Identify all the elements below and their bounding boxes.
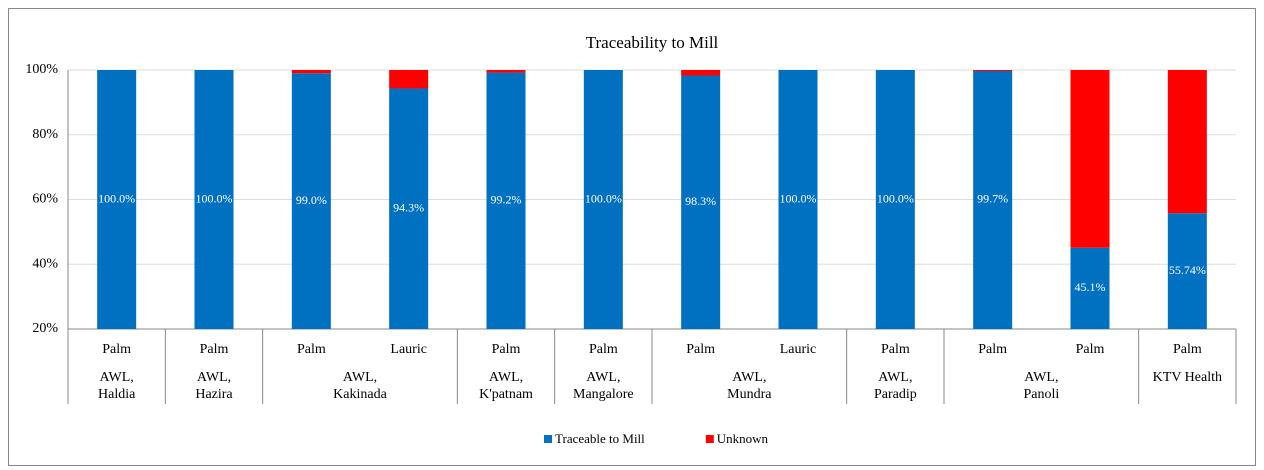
y-tick-label: 40%: [32, 256, 58, 271]
bar-segment: [973, 70, 1013, 71]
data-label: 45.1%: [1075, 280, 1106, 294]
group-label: Hazira: [195, 387, 233, 402]
group-label: Paradip: [874, 387, 917, 402]
bar-segment: [973, 70, 1013, 329]
bar-segment: [291, 70, 331, 74]
data-label: 100.0%: [585, 191, 622, 205]
group-label: Mangalore: [573, 387, 634, 402]
group-label: KTV Health: [1153, 370, 1222, 385]
bar-segment: [486, 70, 526, 73]
x-tick-label: Palm: [978, 342, 1007, 357]
bar-segment: [291, 73, 331, 329]
x-tick-label: Palm: [1076, 342, 1105, 357]
data-label: 100.0%: [196, 191, 233, 205]
x-tick-label: Palm: [297, 342, 326, 357]
bar-segment: [97, 70, 137, 329]
legend-label: Traceable to Mill: [555, 431, 645, 446]
legend-label: Unknown: [717, 431, 769, 446]
bar-segment: [681, 70, 721, 76]
bar-segment: [389, 70, 429, 89]
data-label: 55.74%: [1169, 263, 1206, 277]
y-tick-label: 100%: [25, 62, 58, 77]
bar-segment: [681, 75, 721, 329]
group-label: Mundra: [727, 387, 772, 402]
x-tick-label: Palm: [102, 342, 131, 357]
bar-segment: [875, 70, 915, 329]
bar-segment: [778, 70, 818, 329]
y-tick-label: 60%: [32, 192, 58, 207]
group-label: Panoli: [1023, 387, 1059, 402]
bar-segment: [1070, 70, 1110, 248]
x-tick-label: Lauric: [780, 342, 817, 357]
bar-segment: [1167, 213, 1207, 329]
legend-swatch: [544, 435, 552, 443]
x-tick-label: Palm: [686, 342, 715, 357]
group-label: K'patnam: [479, 387, 533, 402]
group-label: AWL,: [343, 370, 377, 385]
group-label: AWL,: [1024, 370, 1058, 385]
data-label: 100.0%: [877, 191, 914, 205]
data-label: 99.0%: [296, 193, 327, 207]
x-tick-label: Palm: [589, 342, 618, 357]
group-label: AWL,: [732, 370, 766, 385]
data-label: 98.3%: [685, 194, 716, 208]
group-label: AWL,: [489, 370, 523, 385]
data-label: 99.7%: [977, 192, 1008, 206]
x-tick-label: Palm: [492, 342, 521, 357]
data-label: 94.3%: [393, 200, 424, 214]
group-label: Haldia: [98, 387, 136, 402]
group-label: AWL,: [100, 370, 134, 385]
bar-segment: [583, 70, 623, 329]
group-label: AWL,: [586, 370, 620, 385]
y-tick-label: 20%: [32, 321, 58, 336]
chart-title: Traceability to Mill: [586, 33, 719, 52]
x-tick-label: Palm: [1173, 342, 1202, 357]
bar-segment: [194, 70, 234, 329]
group-label: AWL,: [197, 370, 231, 385]
bar-segment: [389, 88, 429, 329]
group-label: Kakinada: [333, 387, 387, 402]
bar-segment: [486, 72, 526, 329]
x-tick-label: Palm: [200, 342, 229, 357]
group-label: AWL,: [878, 370, 912, 385]
bar-segment: [1167, 70, 1207, 214]
x-tick-label: Lauric: [390, 342, 427, 357]
data-label: 100.0%: [780, 191, 817, 205]
y-tick-label: 80%: [32, 127, 58, 142]
bars: [97, 70, 1207, 329]
x-tick-label: Palm: [881, 342, 910, 357]
data-label: 99.2%: [491, 193, 522, 207]
data-label: 100.0%: [98, 191, 135, 205]
bar-segment: [1070, 247, 1110, 329]
legend-swatch: [705, 435, 714, 443]
